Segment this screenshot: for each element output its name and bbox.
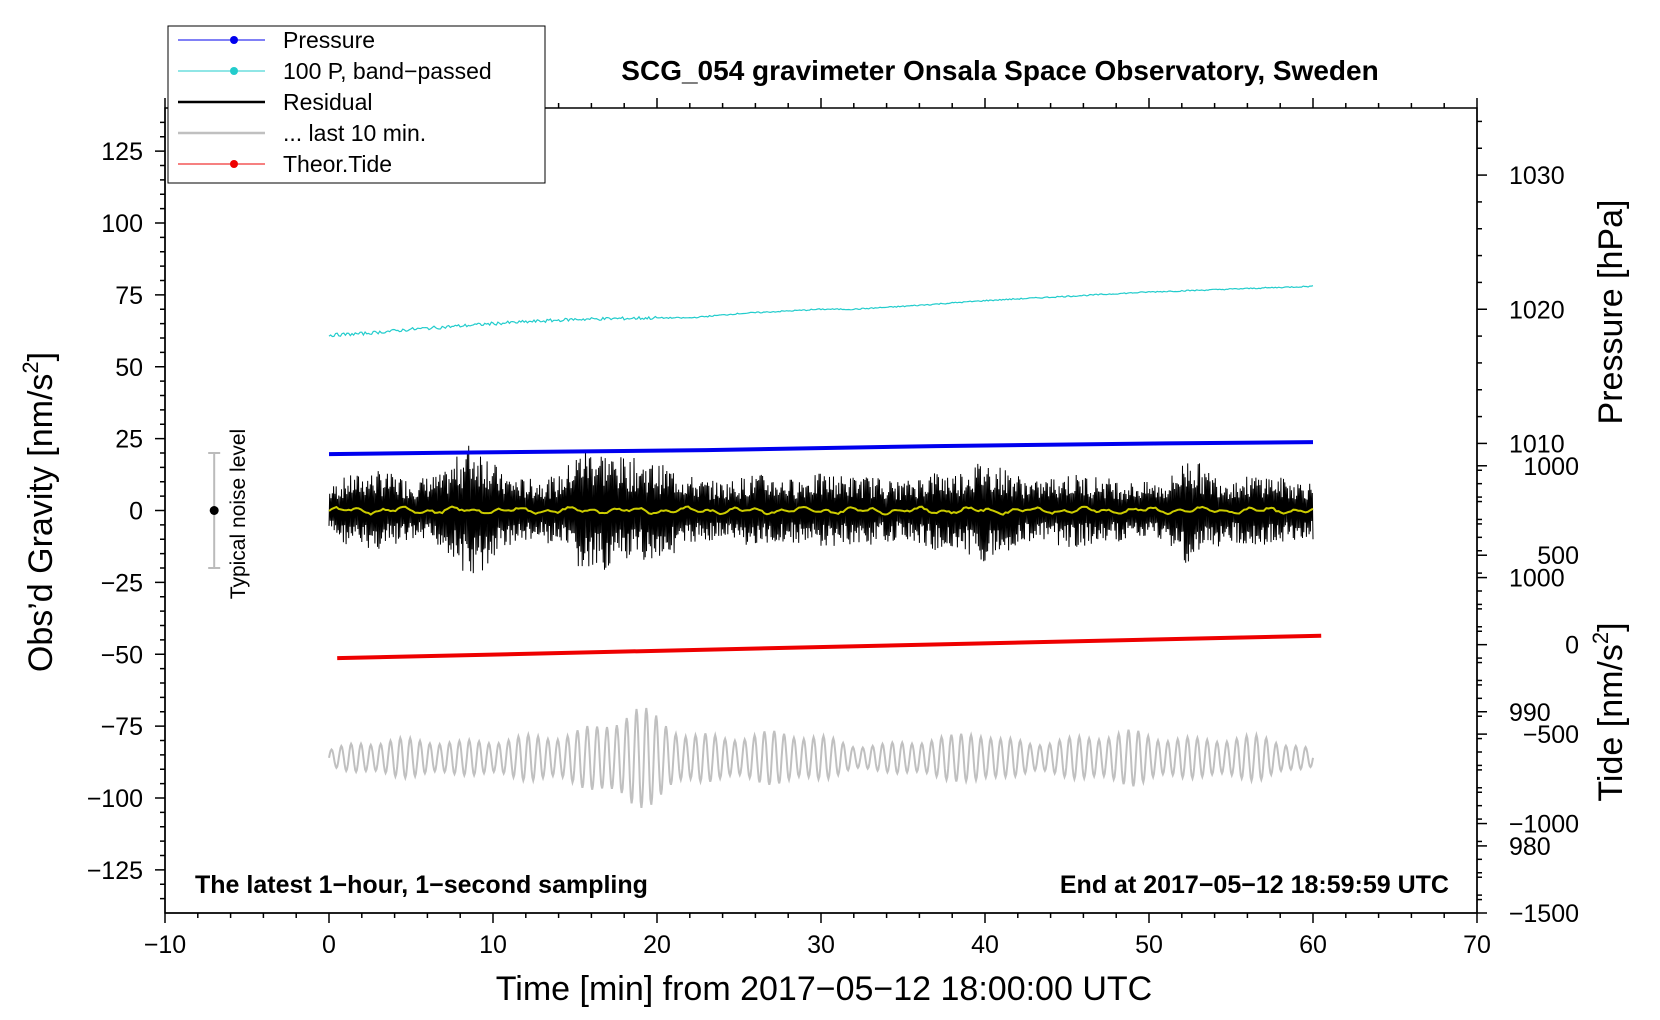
- pressure-tick-label: 990: [1509, 699, 1551, 727]
- pressure-tick-label: 1000: [1509, 565, 1565, 593]
- noise-level-bar: [208, 452, 221, 569]
- left-axis-ticks: 125 100 75 50 25 0 −25 −50 −75 −100 −125: [87, 121, 165, 900]
- tide-tick-label: −1000: [1509, 811, 1579, 839]
- end-time-annotation: End at 2017−05−12 18:59:59 UTC: [1060, 871, 1449, 899]
- left-axis-label: Obs’d Gravity [nm/s2]: [18, 352, 60, 672]
- legend-marker: [230, 36, 238, 44]
- band-passed-pressure-series: [328, 285, 1314, 338]
- theoretical-tide-series: [337, 633, 1322, 661]
- tide-axis-label: Tide [nm/s2]: [1588, 622, 1630, 801]
- x-axis-ticks: −10 0 10 20 30 40 50 60 70: [144, 98, 1491, 959]
- x-axis-label: Time [min] from 2017−05−12 18:00:00 UTC: [496, 970, 1152, 1008]
- y-tick-label: −100: [87, 785, 143, 813]
- y-tick-label: 125: [101, 138, 143, 166]
- x-tick-label: 20: [643, 931, 671, 959]
- tide-tick-label: 500: [1537, 542, 1579, 570]
- legend-label: Pressure: [283, 27, 375, 53]
- noise-level-label: Typical noise level: [227, 429, 250, 599]
- legend-box: [167, 25, 546, 184]
- pressure-tick-label: 980: [1509, 833, 1551, 861]
- x-tick-label: 60: [1299, 931, 1327, 959]
- y-tick-label: 0: [129, 498, 143, 526]
- x-tick-label: −10: [144, 931, 186, 959]
- tide-tick-label: 0: [1565, 632, 1579, 660]
- pressure-axis-label: Pressure [hPa]: [1592, 200, 1630, 425]
- x-tick-label: 30: [807, 931, 835, 959]
- legend-label: ... last 10 min.: [283, 120, 426, 146]
- legend-marker: [230, 67, 238, 75]
- legend: Pressure 100 P, band−passed Residual ... la…: [167, 25, 546, 184]
- pressure-series: [328, 440, 1314, 457]
- x-tick-label: 50: [1135, 931, 1163, 959]
- x-tick-label: 10: [479, 931, 507, 959]
- last-10-min-series: [328, 707, 1314, 809]
- y-tick-label: 100: [101, 210, 143, 238]
- tide-tick-label: −500: [1523, 721, 1579, 749]
- legend-label: Residual: [283, 89, 373, 115]
- y-tick-label: −25: [101, 569, 143, 597]
- y-tick-label: −75: [101, 713, 143, 741]
- pressure-axis-ticks: 980 990 1000 1010 1020 1030: [1477, 120, 1565, 901]
- pressure-tick-label: 1030: [1509, 162, 1565, 190]
- legend-label: 100 P, band−passed: [283, 58, 492, 84]
- pressure-tick-label: 1010: [1509, 430, 1565, 458]
- legend-marker: [230, 160, 238, 168]
- y-tick-label: 75: [115, 282, 143, 310]
- x-tick-label: 70: [1463, 931, 1491, 959]
- series-layer: [328, 285, 1322, 809]
- tide-tick-label: −1500: [1509, 900, 1579, 928]
- residual-smoothed-series: [328, 505, 1314, 516]
- y-tick-label: −125: [87, 857, 143, 885]
- y-tick-label: 25: [115, 426, 143, 454]
- x-tick-label: 40: [971, 931, 999, 959]
- y-tick-label: −50: [101, 641, 143, 669]
- y-tick-label: 50: [115, 354, 143, 382]
- pressure-tick-label: 1020: [1509, 296, 1565, 324]
- x-tick-label: 0: [322, 931, 336, 959]
- residual-series: [328, 445, 1314, 574]
- legend-label: Theor.Tide: [283, 151, 392, 177]
- chart-title: SCG_054 gravimeter Onsala Space Observat…: [621, 55, 1378, 86]
- noise-bar-center-dot: [209, 506, 219, 515]
- tide-tick-label: 1000: [1523, 453, 1579, 481]
- sampling-annotation: The latest 1−hour, 1−second sampling: [195, 871, 648, 899]
